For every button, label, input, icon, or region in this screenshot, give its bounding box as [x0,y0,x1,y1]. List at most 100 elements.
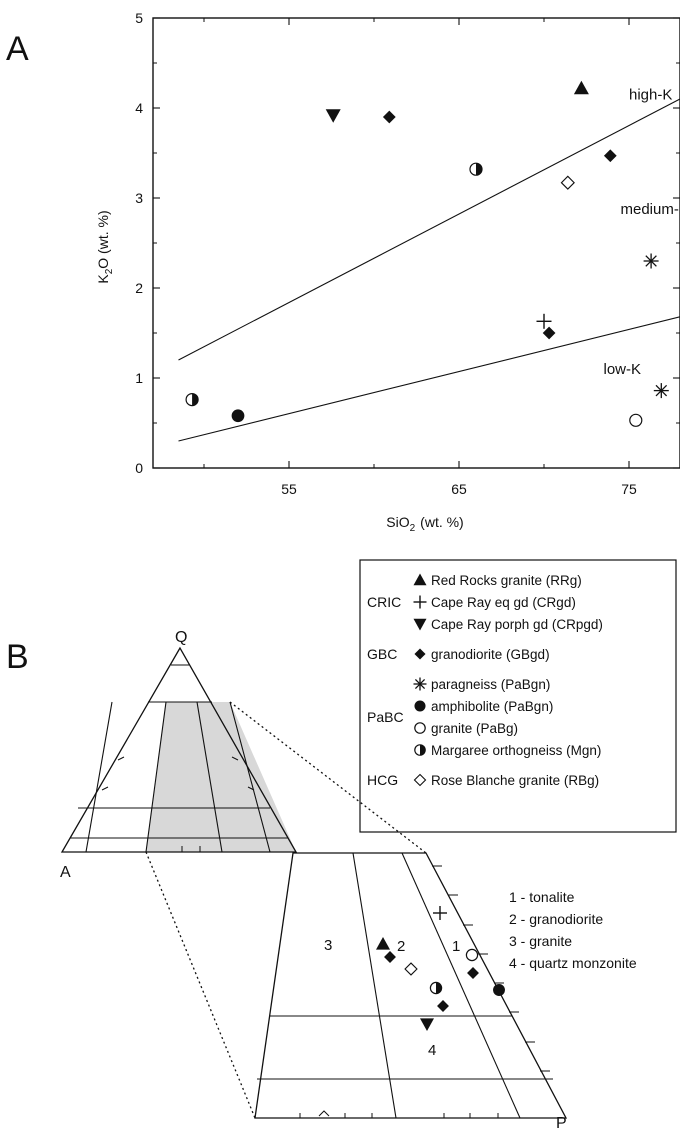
qap-point-triangle-up [376,937,390,950]
legend-item-label: amphibolite (PaBgn) [431,699,553,714]
legend-group-label: CRIC [367,594,401,610]
data-point-plus [536,313,552,329]
y-axis: 0 1 2 3 4 5 [135,10,680,476]
legend-marker-triangle-down [413,618,427,631]
apex-label-p: P [556,1115,567,1129]
field-key: 1 - tonalite 2 - granodiorite 3 - granit… [509,889,637,971]
data-point-diamond [382,110,396,124]
legend-item-label: Margaree orthogneiss (Mgn) [431,743,601,758]
boundary-line-2 [178,316,680,442]
x-tick-label: 75 [621,481,637,497]
y-tick-label: 0 [135,460,143,476]
y-label-main: K [95,274,111,284]
y-label-sub: 2 [104,268,115,274]
field-label: high-K [629,87,672,104]
field-labels: high-K medium-K low-K [604,87,680,379]
legend-item-label: Red Rocks granite (RRg) [431,573,582,588]
qap-point-diamond-open [404,962,418,976]
y-tick-label: 5 [135,10,143,26]
data-point-diamond [603,149,617,163]
data-point-diamond [542,326,556,340]
x-tick-label: 65 [451,481,467,497]
radial-4 [229,701,271,853]
data-point-circle-filled [231,409,245,423]
data-point-diamond-open [560,175,575,190]
field-key-3: 3 - granite [509,933,572,949]
shaded-field [146,702,296,852]
qap-point-circle-filled [493,984,505,996]
field-key-1: 1 - tonalite [509,889,575,905]
legend-marker-diamond [414,648,426,660]
qap-point-circle-half [429,981,443,995]
triangle-outline [60,646,298,853]
legend-item-label: Cape Ray porph gd (CRpgd) [431,617,603,632]
plot-frame [152,17,680,469]
field-number-1: 1 [452,938,460,955]
qap-point-circle-open [465,948,479,962]
legend-marker-triangle-up [413,573,427,586]
data-point-asterisk [643,253,659,269]
qap-point-diamond [437,1000,449,1012]
y-tick-label: 2 [135,280,143,296]
x-tick-label: 55 [281,481,297,497]
radial-2 [145,701,167,853]
y-tick-label: 1 [135,370,143,386]
field-number-3: 3 [324,937,332,954]
legend-group-label: GBC [367,646,397,662]
qap-data-points [376,906,505,1031]
enlarged-radial-2 [401,852,521,1119]
data-point-circle-half [185,393,199,407]
y-tick-label: 3 [135,190,143,206]
enlarged-ticks [299,865,550,1118]
panel-a-letter: A [6,30,29,68]
x-axis: 55 65 75 [203,18,637,497]
triangle-ticks [101,756,255,852]
panel-b-letter: B [6,638,29,676]
data-point-circle-open [629,413,643,427]
legend-marker-plus [413,595,427,609]
legend-group-label: PaBC [367,709,404,725]
field-boundaries [178,98,680,442]
qap-triangle [60,646,298,853]
legend-box [359,559,677,833]
x-label-main: SiO [386,514,409,530]
boundary-line-1 [178,98,680,361]
legend-marker-asterisk [413,677,427,691]
apex-label-a: A [60,864,71,881]
legend-group-label: HCG [367,772,398,788]
legend-item-label: Cape Ray eq gd (CRgd) [431,595,576,610]
field-number-4: 4 [428,1042,436,1059]
apex-label-q: Q [175,629,187,646]
qap-point-diamond [384,951,396,963]
zoom-connector-right [229,701,427,854]
radial-3 [196,701,223,853]
y-tick-label: 4 [135,100,143,116]
legend: CRIC Red Rocks granite (RRg) Cape Ray eq g… [359,559,677,833]
field-key-4: 4 - quartz monzonite [509,955,637,971]
x-label-unit: (wt. %) [420,514,464,530]
legend-item-label: granite (PaBg) [431,721,518,736]
enlarged-radial-1 [352,852,397,1119]
radial-1 [85,701,113,853]
data-point-triangle-down [325,109,341,123]
legend-item-label: paragneiss (PaBgn) [431,677,550,692]
data-point-asterisk [653,383,669,399]
enlarged-outline [254,852,568,1119]
field-label: low-K [604,361,642,378]
legend-item-label: Rose Blanche granite (RBg) [431,773,599,788]
legend-marker-circle-half [414,744,426,756]
field-label: medium-K [621,201,680,218]
qap-point-diamond [467,967,479,979]
data-point-triangle-up [573,80,589,95]
zoom-connector-left [145,851,256,1119]
legend-item-label: granodiorite (GBgd) [431,647,550,662]
x-axis-label: SiO2 (wt. %) [386,514,463,534]
qap-enlarged: 3 2 1 4 [254,852,568,1119]
field-key-2: 2 - granodiorite [509,911,603,927]
qap-point-plus [433,906,447,920]
field-number-2: 2 [397,938,405,955]
legend-marker-diamond-open [413,773,427,787]
y-label-unit: O (wt. %) [95,210,111,268]
